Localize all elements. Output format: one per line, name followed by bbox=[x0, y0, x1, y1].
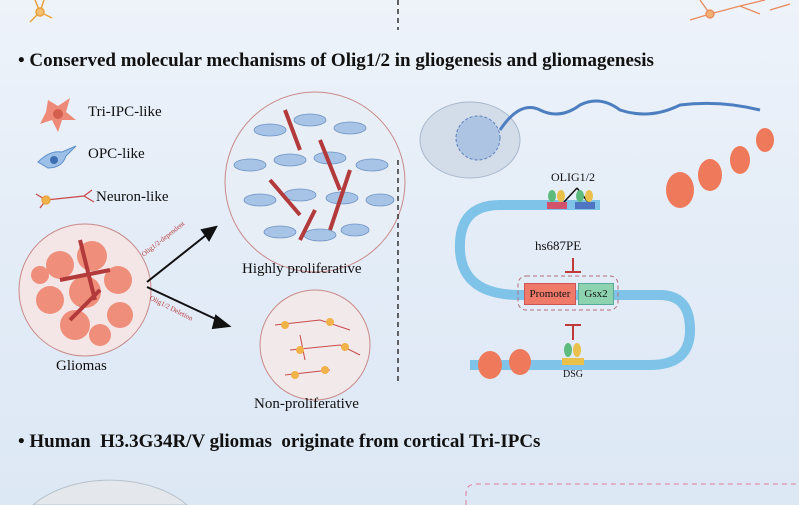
nucleosomes-top bbox=[666, 128, 774, 208]
enhancer-label: hs687PE bbox=[535, 238, 582, 253]
brain-icon bbox=[32, 479, 188, 505]
top-right-neuron-icon bbox=[689, 0, 791, 21]
arrow-upper bbox=[146, 225, 218, 283]
bullet: • bbox=[18, 431, 25, 452]
section2-heading: • Human H3.3G34R/V gliomas originate fro… bbox=[18, 431, 540, 453]
section1-heading: • Conserved molecular mechanisms of Olig… bbox=[18, 50, 654, 72]
gene-box: Gsx2 bbox=[578, 283, 614, 305]
olig-arrows bbox=[563, 187, 589, 203]
highly-proliferative-label: Highly proliferative bbox=[242, 261, 362, 277]
opc-cell-icon bbox=[37, 145, 77, 169]
section2-title: Human H3.3G34R/V gliomas originate from … bbox=[29, 431, 541, 452]
nucleus-icon bbox=[419, 101, 521, 179]
section1-title: Conserved molecular mechanisms of Olig1/… bbox=[29, 50, 654, 71]
highly-proliferative-circle bbox=[224, 91, 406, 273]
legend-tri-ipc: Tri-IPC-like bbox=[88, 104, 162, 120]
dna-loop bbox=[454, 200, 696, 370]
dsg-site bbox=[562, 343, 584, 365]
nucleosomes-bottom bbox=[478, 349, 531, 379]
non-proliferative-label: Non-proliferative bbox=[254, 396, 359, 412]
neuron-cell-icon bbox=[35, 189, 95, 209]
promoter-box: Promoter bbox=[524, 283, 576, 305]
repression-lower bbox=[565, 324, 581, 340]
olig-label: OLIG1/2 bbox=[551, 170, 595, 184]
repression-upper bbox=[565, 258, 581, 273]
gliomas-circle bbox=[18, 223, 152, 357]
top-left-neuron-icon bbox=[29, 0, 53, 23]
tri-ipc-cell-icon bbox=[40, 98, 76, 132]
arrow-lower bbox=[146, 286, 232, 330]
dsg-label: DSG bbox=[563, 369, 584, 380]
gliomas-label: Gliomas bbox=[56, 358, 107, 374]
olig-binding-sites bbox=[547, 190, 595, 209]
non-proliferative-circle bbox=[259, 289, 371, 401]
bottom-right-box bbox=[465, 483, 797, 505]
bullet: • bbox=[18, 50, 25, 71]
regulatory-box bbox=[517, 275, 619, 311]
legend-neuron: Neuron-like bbox=[96, 189, 169, 205]
legend-opc: OPC-like bbox=[88, 146, 145, 162]
chromatin-fiber bbox=[498, 99, 761, 131]
